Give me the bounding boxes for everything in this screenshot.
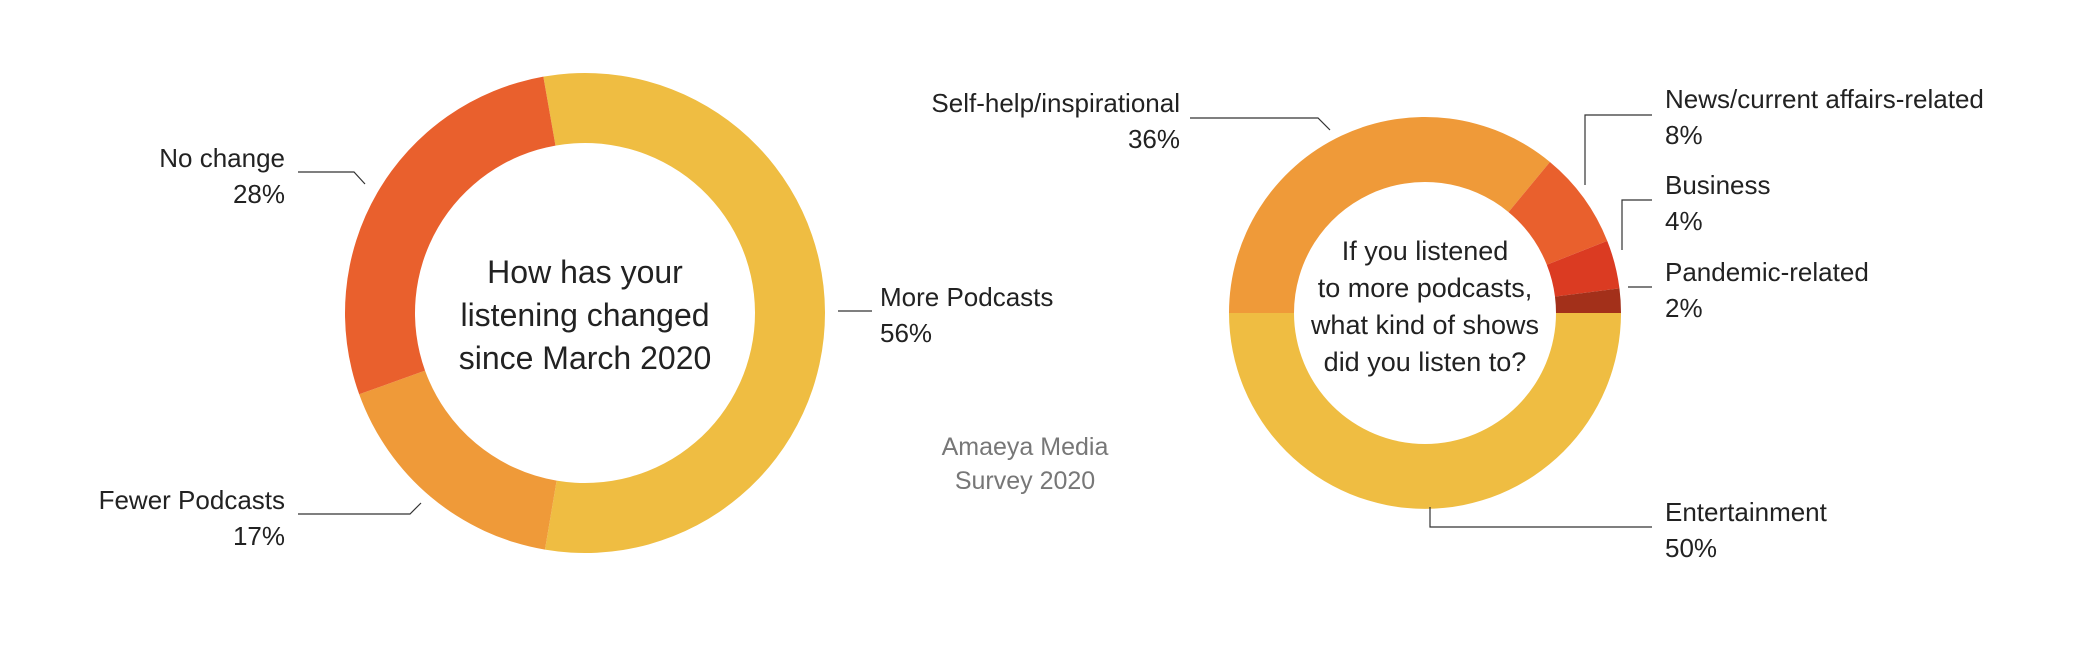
value-more-podcasts: 56%	[880, 318, 932, 348]
chart2-center-title-line3: what kind of shows	[1310, 310, 1539, 340]
value-business: 4%	[1665, 206, 1703, 236]
chart1-slice-more-podcasts	[543, 73, 825, 553]
value-self-help: 36%	[1128, 124, 1180, 154]
label-more-podcasts: More Podcasts	[880, 282, 1053, 312]
source-line2: Survey 2020	[955, 467, 1095, 495]
leader-line-fewer-podcasts	[298, 502, 422, 515]
chart1-center-title-line2: listening changed	[460, 297, 709, 333]
chart1-slices	[345, 73, 825, 553]
label-self-help: Self-help/inspirational	[931, 88, 1180, 118]
label-no-change: No change	[159, 143, 285, 173]
chart2-slice-news-current-affairs-related	[1508, 161, 1608, 265]
chart2-slices	[1229, 117, 1621, 509]
leader-line-entertainment	[1429, 507, 1652, 528]
value-pandemic: 2%	[1665, 293, 1703, 323]
value-no-change: 28%	[233, 179, 285, 209]
leader-line-self-help	[1190, 117, 1331, 131]
value-fewer-podcasts: 17%	[233, 521, 285, 551]
leader-line-business	[1621, 199, 1652, 250]
value-news: 8%	[1665, 120, 1703, 150]
chart2-slice-self-help-inspirational	[1229, 117, 1550, 314]
label-fewer-podcasts: Fewer Podcasts	[99, 485, 285, 515]
label-business: Business	[1665, 170, 1771, 200]
chart2-center-title-line2: to more podcasts,	[1318, 273, 1533, 303]
chart2-slice-pandemic-related	[1554, 288, 1621, 313]
chart1-center-title-line1: How has your	[487, 254, 683, 290]
chart2-slice-business	[1546, 240, 1620, 297]
chart1-slice-fewer-podcasts	[359, 370, 557, 550]
label-news: News/current affairs-related	[1665, 84, 1984, 114]
leader-line-no-change	[298, 171, 366, 185]
chart2-center-title-line4: did you listen to?	[1324, 347, 1527, 377]
label-pandemic: Pandemic-related	[1665, 257, 1869, 287]
chart2-slice-entertainment	[1229, 313, 1621, 509]
chart1-center-title-line3: since March 2020	[459, 340, 712, 376]
show-types-donut-chart: If you listened to more podcasts, what k…	[931, 84, 1983, 563]
chart2-center-title-line1: If you listened	[1342, 236, 1509, 266]
listening-change-donut-chart: How has your listening changed since Mar…	[99, 73, 1053, 553]
chart1-slice-no-change	[345, 76, 556, 395]
label-entertainment: Entertainment	[1665, 497, 1828, 527]
value-entertainment: 50%	[1665, 533, 1717, 563]
source-line1: Amaeya Media	[942, 433, 1109, 461]
leader-line-news	[1584, 114, 1652, 185]
